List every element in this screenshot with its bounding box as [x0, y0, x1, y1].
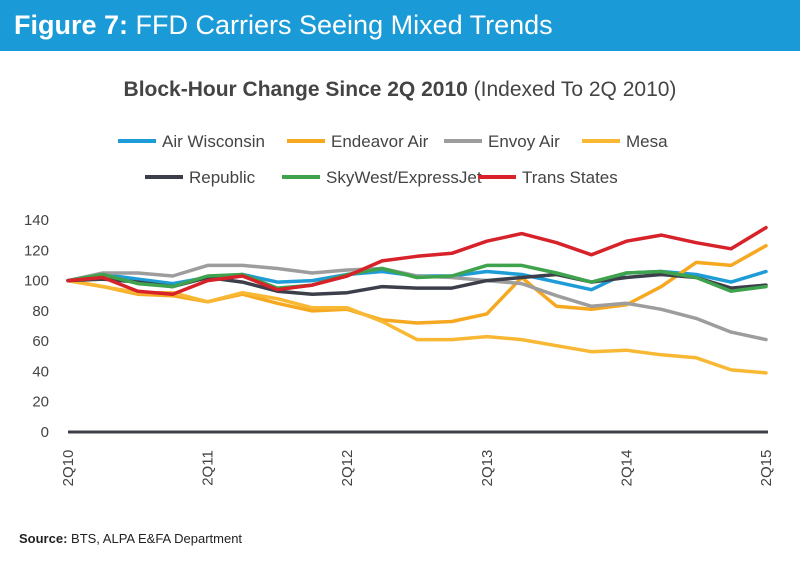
x-tick-label: 2Q15	[758, 450, 775, 487]
chart-title: Block-Hour Change Since 2Q 2010	[123, 78, 468, 101]
legend-label: Republic	[189, 168, 256, 187]
x-tick-label: 2Q12	[339, 450, 356, 487]
series-line-endeavor-air	[66, 243, 768, 325]
legend-swatch	[145, 174, 183, 179]
source-label: Source:	[19, 531, 68, 546]
figure-title: FFD Carriers Seeing Mixed Trends	[135, 10, 553, 40]
legend-swatch	[118, 138, 156, 143]
y-tick-label: 60	[32, 333, 49, 350]
y-tick-label: 120	[24, 242, 49, 259]
legend-item-endeavor-air: Endeavor Air	[287, 132, 428, 152]
legend-label: Air Wisconsin	[162, 132, 265, 151]
chart-title-block: Block-Hour Change Since 2Q 2010 (Indexed…	[0, 78, 800, 102]
series-line-mesa	[66, 278, 768, 375]
legend-item-republic: Republic	[145, 168, 255, 188]
legend-swatch	[444, 138, 482, 143]
series-line-trans-states	[66, 225, 768, 296]
chart-subtitle: (Indexed To 2Q 2010)	[473, 78, 677, 101]
legend-swatch	[282, 174, 320, 179]
legend-item-trans-states: Trans States	[478, 168, 618, 188]
legend-item-envoy-air: Envoy Air	[444, 132, 560, 152]
legend-label: SkyWest/ExpressJet	[326, 168, 482, 187]
y-tick-label: 80	[32, 303, 49, 320]
legend-item-air-wisconsin: Air Wisconsin	[118, 132, 265, 152]
source-text: BTS, ALPA E&FA Department	[67, 531, 243, 546]
y-tick-label: 40	[32, 363, 49, 380]
y-tick-label: 100	[24, 273, 49, 290]
legend-item-skywest-expressjet: SkyWest/ExpressJet	[282, 168, 482, 188]
legend-label: Trans States	[522, 168, 618, 187]
legend-swatch	[582, 138, 620, 143]
y-tick-label: 0	[41, 424, 49, 441]
legend-label: Endeavor Air	[331, 132, 429, 151]
source-note: Source: BTS, ALPA E&FA Department	[19, 531, 242, 546]
x-tick-label: 2Q14	[618, 450, 635, 487]
x-tick-label: 2Q11	[200, 450, 217, 486]
x-tick-label: 2Q10	[60, 450, 77, 487]
legend-item-mesa: Mesa	[582, 132, 668, 152]
x-tick-label: 2Q13	[479, 450, 496, 487]
legend-swatch	[287, 138, 325, 143]
legend-label: Mesa	[626, 132, 668, 151]
figure-banner: Figure 7: FFD Carriers Seeing Mixed Tren…	[0, 0, 800, 51]
y-tick-label: 20	[32, 394, 49, 411]
figure-label: Figure 7:	[14, 10, 129, 40]
legend-label: Envoy Air	[488, 132, 560, 151]
legend-swatch	[478, 174, 516, 179]
y-tick-label: 140	[24, 212, 49, 229]
series-line-skywest-expressjet	[66, 263, 768, 293]
